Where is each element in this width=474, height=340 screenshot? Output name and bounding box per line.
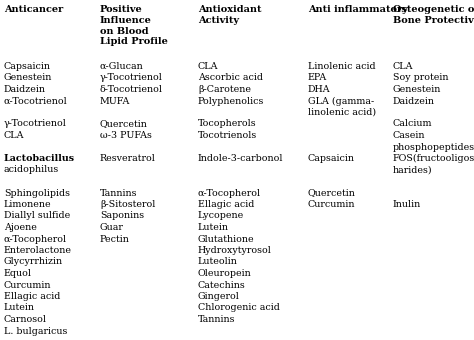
Text: Sphingolipids: Sphingolipids (4, 188, 70, 198)
Text: β-Sitosterol: β-Sitosterol (100, 200, 155, 209)
Text: DHA: DHA (308, 85, 331, 94)
Text: Saponins: Saponins (100, 211, 144, 221)
Text: Lactobacillus: Lactobacillus (4, 154, 75, 163)
Text: CLA: CLA (393, 62, 413, 71)
Text: EPA: EPA (308, 73, 327, 83)
Text: Anti inflammatory: Anti inflammatory (308, 5, 408, 14)
Text: Daidzein: Daidzein (4, 85, 46, 94)
Text: Luteolin: Luteolin (198, 257, 238, 267)
Text: Hydroxytyrosol: Hydroxytyrosol (198, 246, 272, 255)
Text: Lutein: Lutein (4, 304, 35, 312)
Text: Antioxidant
Activity: Antioxidant Activity (198, 5, 262, 25)
Text: α-Glucan: α-Glucan (100, 62, 144, 71)
Text: Linolenic acid: Linolenic acid (308, 62, 375, 71)
Text: γ-Tocotrienol: γ-Tocotrienol (100, 73, 163, 83)
Text: Catechins: Catechins (198, 280, 246, 289)
Text: Indole-3-carbonol: Indole-3-carbonol (198, 154, 283, 163)
Text: Capsaicin: Capsaicin (4, 62, 51, 71)
Text: Chlorogenic acid: Chlorogenic acid (198, 304, 280, 312)
Text: Tocopherols: Tocopherols (198, 119, 256, 129)
Text: Resveratrol: Resveratrol (100, 154, 156, 163)
Text: Anticancer: Anticancer (4, 5, 63, 14)
Text: γ-Tocotrienol: γ-Tocotrienol (4, 119, 67, 129)
Text: CLA: CLA (4, 131, 25, 140)
Text: Curcumin: Curcumin (308, 200, 356, 209)
Text: linolenic acid): linolenic acid) (308, 108, 376, 117)
Text: α-Tocotrienol: α-Tocotrienol (4, 97, 68, 105)
Text: Capsaicin: Capsaicin (308, 154, 355, 163)
Text: Quercetin: Quercetin (308, 188, 356, 198)
Text: CLA: CLA (198, 62, 219, 71)
Text: Limonene: Limonene (4, 200, 52, 209)
Text: MUFA: MUFA (100, 97, 130, 105)
Text: phosphopeptides: phosphopeptides (393, 142, 474, 152)
Text: Positive
Influence
on Blood
Lipid Profile: Positive Influence on Blood Lipid Profil… (100, 5, 168, 46)
Text: Soy protein: Soy protein (393, 73, 448, 83)
Text: Calcium: Calcium (393, 119, 432, 129)
Text: FOS(fructooligosacc: FOS(fructooligosacc (393, 154, 474, 163)
Text: Inulin: Inulin (393, 200, 421, 209)
Text: Carnosol: Carnosol (4, 315, 47, 324)
Text: Curcumin: Curcumin (4, 280, 52, 289)
Text: L. bulgaricus: L. bulgaricus (4, 326, 67, 336)
Text: GLA (gamma-: GLA (gamma- (308, 97, 374, 106)
Text: Casein: Casein (393, 131, 426, 140)
Text: Lycopene: Lycopene (198, 211, 244, 221)
Text: Quercetin: Quercetin (100, 119, 148, 129)
Text: Tocotrienols: Tocotrienols (198, 131, 257, 140)
Text: Gingerol: Gingerol (198, 292, 240, 301)
Text: ω-3 PUFAs: ω-3 PUFAs (100, 131, 152, 140)
Text: Lutein: Lutein (198, 223, 229, 232)
Text: Tannins: Tannins (198, 315, 236, 324)
Text: α-Tocopherol: α-Tocopherol (198, 188, 261, 198)
Text: Oleuropein: Oleuropein (198, 269, 252, 278)
Text: β-Carotene: β-Carotene (198, 85, 251, 94)
Text: Diallyl sulfide: Diallyl sulfide (4, 211, 70, 221)
Text: Genestein: Genestein (4, 73, 52, 83)
Text: Ellagic acid: Ellagic acid (198, 200, 255, 209)
Text: Ellagic acid: Ellagic acid (4, 292, 60, 301)
Text: Tannins: Tannins (100, 188, 137, 198)
Text: Daidzein: Daidzein (393, 97, 435, 105)
Text: acidophilus: acidophilus (4, 166, 59, 174)
Text: Ajoene: Ajoene (4, 223, 37, 232)
Text: Glycyrrhizin: Glycyrrhizin (4, 257, 63, 267)
Text: Guar: Guar (100, 223, 124, 232)
Text: harides): harides) (393, 166, 433, 174)
Text: Pectin: Pectin (100, 235, 130, 243)
Text: Polyphenolics: Polyphenolics (198, 97, 264, 105)
Text: Equol: Equol (4, 269, 32, 278)
Text: δ-Tocotrienol: δ-Tocotrienol (100, 85, 163, 94)
Text: Osteogenetic or
Bone Protective: Osteogenetic or Bone Protective (393, 5, 474, 25)
Text: Enterolactone: Enterolactone (4, 246, 72, 255)
Text: Genestein: Genestein (393, 85, 441, 94)
Text: Ascorbic acid: Ascorbic acid (198, 73, 263, 83)
Text: Glutathione: Glutathione (198, 235, 255, 243)
Text: α-Tocopherol: α-Tocopherol (4, 235, 67, 243)
